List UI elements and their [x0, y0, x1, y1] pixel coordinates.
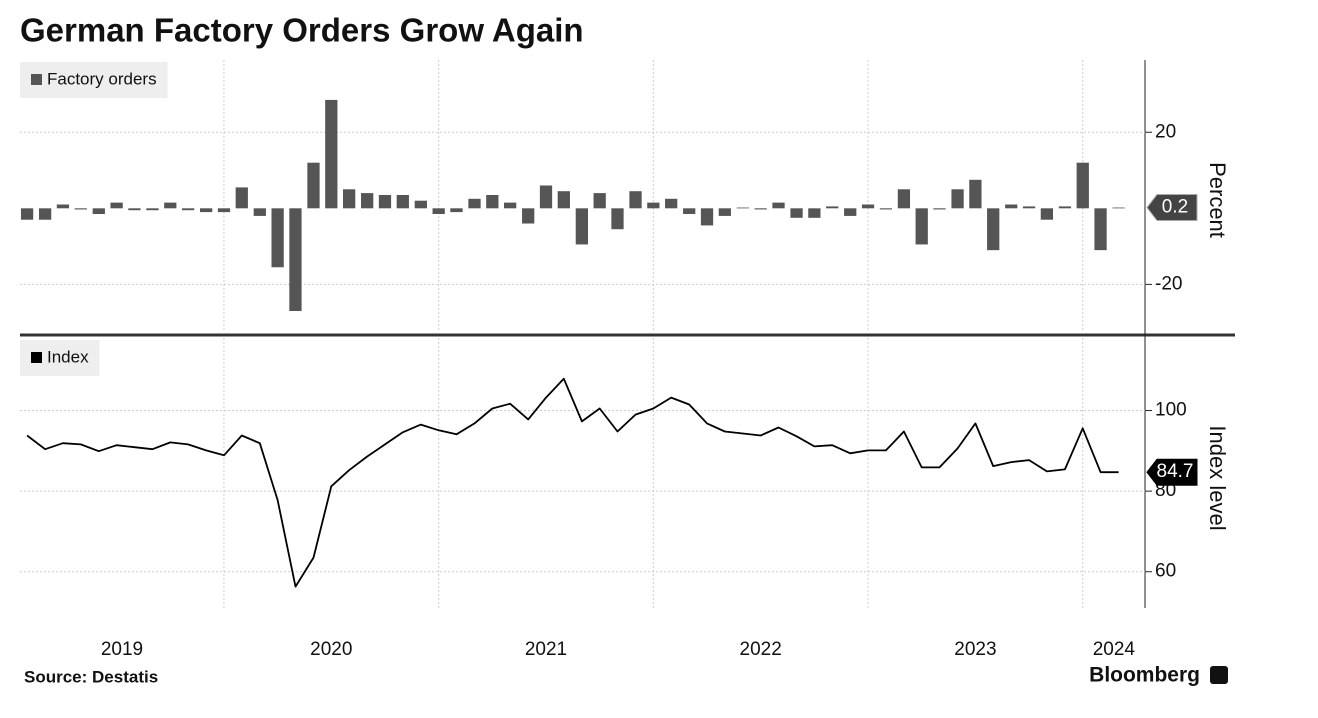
- y-tick-label: -20: [1155, 273, 1182, 294]
- bar: [861, 204, 875, 209]
- y-tick-label: 20: [1155, 121, 1176, 142]
- bar: [235, 187, 248, 209]
- bar: [1040, 208, 1054, 220]
- bar: [504, 202, 517, 209]
- bar: [539, 185, 553, 209]
- bar: [593, 193, 606, 209]
- brand-icon: [1210, 666, 1228, 684]
- bar: [987, 208, 1000, 251]
- chart-title: German Factory Orders Grow Again: [20, 12, 584, 49]
- bar: [736, 207, 750, 209]
- bar: [468, 198, 481, 209]
- bar: [361, 193, 374, 209]
- bar: [432, 208, 445, 215]
- legend-swatch: [31, 352, 42, 363]
- bar: [110, 202, 123, 209]
- bar: [611, 208, 624, 230]
- bar: [647, 202, 660, 209]
- bar: [808, 208, 821, 218]
- bar: [933, 208, 946, 210]
- bar: [772, 202, 785, 209]
- bar: [325, 99, 338, 209]
- bar: [969, 179, 982, 209]
- y-tick-label: 60: [1155, 561, 1176, 582]
- x-tick-label: 2023: [954, 639, 996, 660]
- bar: [164, 202, 177, 209]
- x-tick-label: 2022: [740, 639, 782, 660]
- bar: [38, 208, 52, 220]
- bar: [450, 208, 463, 213]
- bar: [1005, 204, 1018, 209]
- source: Source: Destatis: [24, 667, 158, 686]
- bar: [683, 208, 696, 215]
- bar: [56, 204, 70, 209]
- bar: [700, 208, 714, 226]
- bar: [74, 208, 87, 210]
- y-axis-title: Percent: [1205, 162, 1230, 238]
- bar: [665, 198, 678, 209]
- brand: Bloomberg: [1089, 664, 1200, 687]
- bar: [181, 208, 195, 211]
- bar: [200, 208, 213, 213]
- y-axis-title: Index level: [1205, 425, 1230, 530]
- legend-label: Factory orders: [47, 69, 157, 88]
- x-tick-label: 2021: [525, 639, 567, 660]
- bar: [289, 208, 302, 311]
- bar: [486, 195, 499, 209]
- last-value-label: 84.7: [1157, 461, 1194, 482]
- bar: [414, 200, 427, 209]
- bar: [1076, 162, 1089, 209]
- bar: [718, 208, 731, 216]
- bar: [557, 191, 570, 209]
- bar: [146, 208, 159, 211]
- y-tick-label: 100: [1155, 400, 1187, 421]
- bar: [217, 208, 231, 213]
- bar: [253, 208, 266, 216]
- bar: [915, 208, 928, 245]
- bar: [575, 208, 588, 245]
- bar: [879, 208, 892, 210]
- bar: [826, 206, 839, 209]
- last-value-label: 0.2: [1162, 197, 1188, 218]
- bar: [951, 189, 964, 209]
- bar: [92, 208, 105, 215]
- legend-label: Index: [47, 347, 89, 366]
- x-tick-label: 2020: [310, 639, 352, 660]
- bar: [629, 191, 642, 209]
- bar: [271, 208, 284, 268]
- bar: [1022, 206, 1036, 209]
- bar: [1094, 208, 1107, 251]
- bar: [754, 208, 767, 210]
- last-value-tag: [1146, 458, 1198, 486]
- bar: [396, 195, 409, 209]
- bar: [897, 189, 911, 209]
- bar: [790, 208, 803, 218]
- bar: [522, 208, 535, 224]
- x-tick-label: 2024: [1093, 639, 1136, 660]
- legend-box: [20, 62, 168, 98]
- bar: [378, 195, 392, 209]
- bar: [307, 162, 320, 209]
- legend-swatch: [31, 74, 42, 85]
- bar: [1112, 207, 1125, 209]
- bar: [342, 189, 356, 209]
- bar: [844, 208, 857, 216]
- last-value-tag: [1146, 194, 1198, 222]
- bar: [1058, 206, 1072, 209]
- bar: [128, 208, 141, 211]
- line: [26, 377, 1119, 588]
- x-tick-label: 2019: [101, 639, 143, 660]
- bar: [20, 208, 34, 220]
